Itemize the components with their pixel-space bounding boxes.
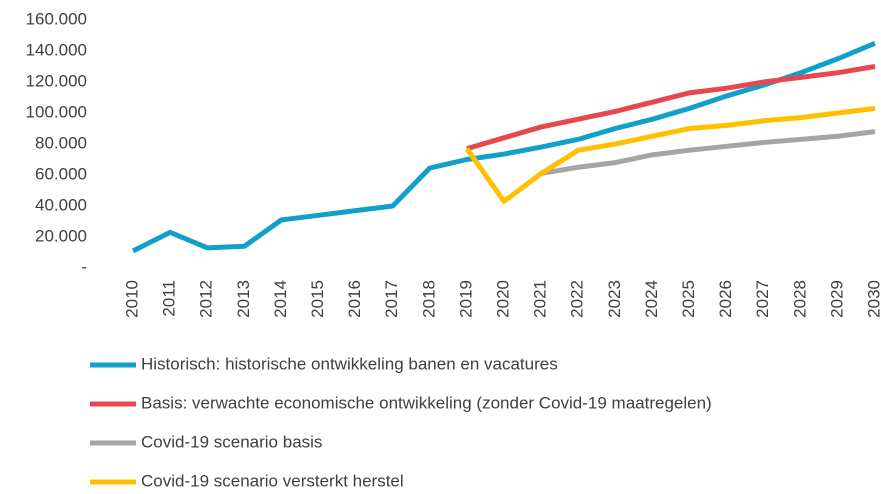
x-tick-label: 2016: [345, 280, 364, 318]
x-tick-label: 2010: [122, 280, 141, 318]
x-tick-label: 2019: [456, 280, 475, 318]
x-tick-label: 2024: [642, 280, 661, 318]
y-tick-label: 160.000: [26, 9, 87, 28]
y-tick-label: 120.000: [26, 71, 87, 90]
x-tick-label: 2017: [382, 280, 401, 318]
x-tick-label: 2021: [531, 280, 550, 318]
y-tick-label: -: [81, 257, 87, 276]
y-tick-label: 80.000: [35, 133, 87, 152]
line-series: [464, 105, 876, 204]
line-series: [540, 129, 876, 176]
x-tick-label: 2015: [308, 280, 327, 318]
y-tick-label: 140.000: [26, 40, 87, 59]
x-tick-label: 2027: [753, 280, 772, 318]
x-tick-label: 2011: [160, 280, 179, 317]
line-series: [466, 64, 876, 152]
x-tick-label: 2020: [493, 280, 512, 318]
x-tick-label: 2030: [864, 280, 881, 318]
x-tick-label: 2023: [605, 280, 624, 318]
legend-label: Covid-19 scenario versterkt herstel: [141, 471, 404, 490]
legend-label: Basis: verwachte economische ontwikkelin…: [141, 393, 712, 412]
y-tick-label: 40.000: [35, 195, 87, 214]
legend-label: Covid-19 scenario basis: [141, 432, 322, 451]
x-tick-label: 2013: [234, 280, 253, 318]
line-series: [131, 40, 876, 254]
y-tick-label: 100.000: [26, 102, 87, 121]
x-tick-label: 2018: [419, 280, 438, 318]
legend-label: Historisch: historische ontwikkeling ban…: [141, 354, 558, 373]
x-tick-label: 2014: [271, 280, 290, 318]
x-tick-label: 2012: [197, 280, 216, 318]
y-tick-label: 20.000: [35, 226, 87, 245]
y-tick-label: 60.000: [35, 164, 87, 183]
x-tick-label: 2022: [568, 280, 587, 318]
x-tick-label: 2026: [716, 280, 735, 318]
x-tick-label: 2025: [679, 280, 698, 318]
x-tick-label: 2028: [790, 280, 809, 318]
x-tick-label: 2029: [827, 280, 846, 318]
